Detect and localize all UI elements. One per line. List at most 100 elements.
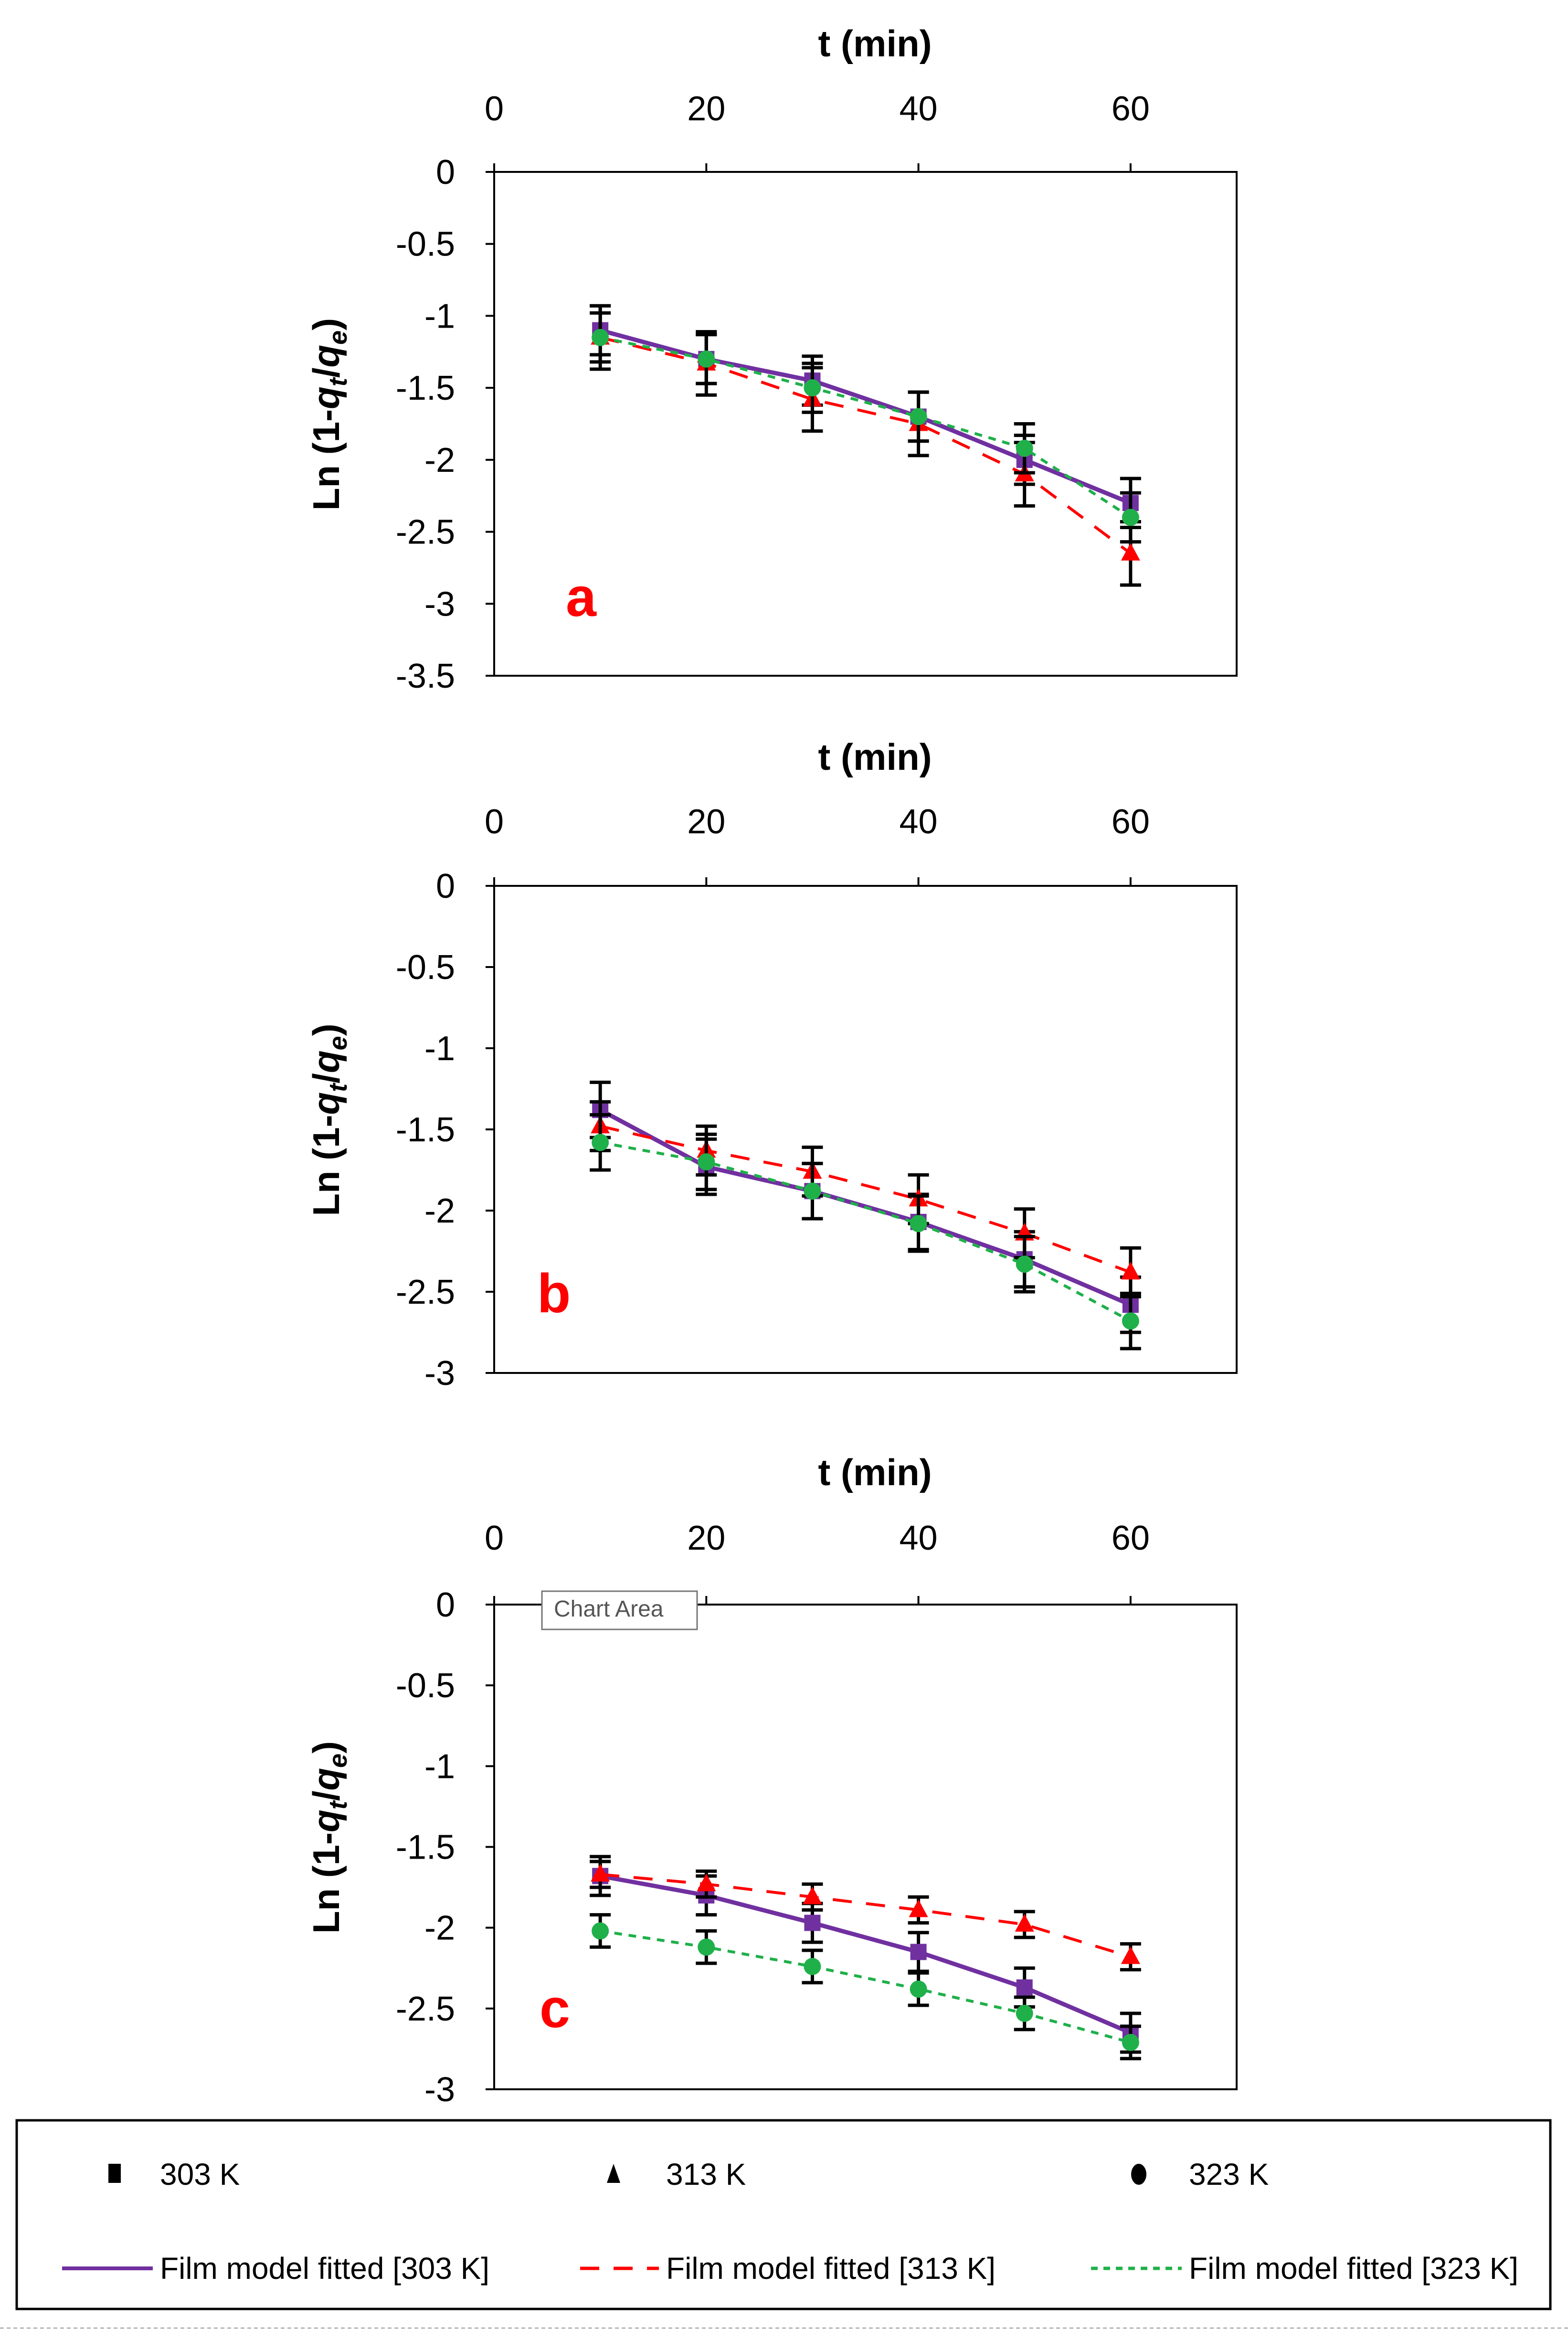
y-tick-label: -2	[424, 1909, 455, 1947]
chart-panels: t (min) 0 20 40 60 0 -0.5 -1 -1.5 -2 -2.5 -3 -3.5 Ln …	[305, 22, 1238, 2109]
y-tick-label: -1	[424, 297, 455, 335]
legend-item-fit-2: Film model fitted [313 K]	[580, 2251, 996, 2286]
tooltip-text: Chart Area	[554, 1596, 664, 1622]
y-tick-label: -3	[424, 2071, 455, 2109]
data-point	[804, 1957, 821, 1975]
legend-label: 303 K	[160, 2157, 240, 2191]
y-axis-title: Ln (1-qt/qe)	[305, 318, 352, 511]
series-313-k	[590, 1860, 1141, 1972]
legend-item-313-k: 313 K	[607, 2157, 746, 2191]
legend-item-323-k: 323 K	[1131, 2157, 1269, 2191]
x-axis-title: t (min)	[818, 1451, 932, 1493]
x-tick-label: 60	[1112, 803, 1150, 841]
x-tick-label: 20	[687, 803, 725, 841]
legend-item-fit-1: Film model fitted [303 K]	[62, 2251, 489, 2286]
series-303-k	[590, 304, 1141, 530]
x-axis-title: t (min)	[818, 736, 932, 778]
y-tick-label: 0	[436, 153, 455, 191]
x-tick-label: 20	[687, 90, 725, 128]
data-point	[804, 1182, 821, 1200]
x-tick-label: 40	[900, 90, 938, 128]
y-tick-label: -2.5	[396, 513, 455, 552]
legend-marker-circle	[1131, 2164, 1146, 2185]
panel-letter: b	[537, 1263, 571, 1324]
y-tick-label: -2	[424, 1192, 455, 1230]
legend-label: Film model fitted [323 K]	[1189, 2251, 1518, 2286]
data-point	[592, 1134, 609, 1151]
chart-panel-a: t (min) 0 20 40 60 0 -0.5 -1 -1.5 -2 -2.5 -3 -3.5 Ln …	[305, 22, 1238, 695]
data-point	[1122, 2033, 1139, 2051]
fitted-line	[600, 336, 1132, 555]
legend: 303 K 313 K 323 K Film model fitted [303 K]…	[0, 2119, 1568, 2329]
legend-label: Film model fitted [313 K]	[666, 2251, 996, 2286]
data-point	[697, 1873, 716, 1892]
y-tick-label: -2.5	[396, 1990, 455, 2028]
fitted-line	[600, 1125, 1131, 1274]
series-303-k	[590, 1855, 1141, 2054]
fitted-line	[600, 1873, 1132, 2035]
y-tick-label: -0.5	[396, 948, 455, 987]
data-point	[1016, 439, 1033, 457]
panel-letter: c	[540, 1978, 570, 2039]
data-point	[1122, 509, 1139, 526]
data-point	[1121, 1262, 1140, 1280]
series-323-k	[590, 1913, 1141, 2061]
series-323-k	[590, 311, 1141, 544]
y-tick-label: -1	[424, 1030, 455, 1068]
y-tick-label: -1.5	[396, 1829, 455, 1867]
y-tick-label: -0.5	[396, 225, 455, 264]
data-point	[1015, 1914, 1034, 1932]
plot-area-frame	[493, 171, 1238, 677]
fitted-line	[600, 1141, 1132, 1322]
data-point	[698, 350, 715, 368]
data-point	[592, 329, 609, 346]
data-point	[698, 1938, 715, 1956]
x-tick-label: 20	[687, 1519, 725, 1557]
panel-letter: a	[566, 567, 597, 628]
series-323-k	[590, 1113, 1141, 1351]
x-tick-label: 0	[485, 90, 504, 128]
y-tick-label: -3	[424, 585, 455, 623]
chart-panel-c: t (min) 0 20 40 60 0 -0.5 -1 -1.5 -2 -2.5 -3 Ln (1-q…	[305, 1451, 1238, 2109]
x-tick-label: 0	[485, 1519, 504, 1557]
data-point	[1016, 2004, 1033, 2022]
data-point	[592, 1922, 609, 1940]
data-point	[1121, 1946, 1140, 1964]
y-tick-label: -1.5	[396, 1111, 455, 1149]
data-point	[909, 1899, 928, 1917]
data-point	[910, 1944, 927, 1960]
plot-area-frame	[493, 1604, 1238, 2090]
y-tick-label: -2.5	[396, 1273, 455, 1311]
y-tick-label: -3.5	[396, 657, 455, 695]
legend-marker-triangle	[607, 2164, 620, 2183]
legend-label: 323 K	[1189, 2157, 1269, 2191]
chart-panel-b: t (min) 0 20 40 60 0 -0.5 -1 -1.5 -2 -2.5 -3 Ln (1-q…	[305, 736, 1238, 1393]
data-point	[1122, 1312, 1139, 1330]
legend-item-fit-3: Film model fitted [323 K]	[1091, 2251, 1518, 2286]
fitted-line	[600, 1929, 1131, 2044]
y-axis-title: Ln (1-qt/qe)	[305, 1023, 352, 1216]
data-point	[1016, 1979, 1033, 1996]
data-point	[1016, 1255, 1033, 1273]
x-tick-label: 60	[1112, 1519, 1150, 1557]
x-tick-label: 60	[1112, 90, 1150, 128]
legend-label: 313 K	[666, 2157, 746, 2191]
chart-area-tooltip: Chart Area	[541, 1590, 698, 1630]
series-313-k	[590, 1100, 1141, 1298]
data-point	[910, 408, 927, 425]
legend-marker-square	[108, 2164, 121, 2183]
y-tick-label: -3	[424, 1354, 455, 1393]
data-point	[1121, 542, 1140, 561]
legend-item-303-k: 303 K	[108, 2157, 240, 2191]
x-tick-label: 40	[900, 1519, 938, 1557]
data-point	[804, 379, 821, 397]
y-tick-label: -2	[424, 441, 455, 479]
y-tick-label: -1	[424, 1747, 455, 1786]
y-axis-title: Ln (1-qt/qe)	[305, 1741, 352, 1934]
y-tick-label: 0	[436, 1586, 455, 1624]
data-point	[910, 1980, 927, 1998]
y-tick-label: -0.5	[396, 1667, 455, 1705]
fitted-line	[600, 336, 1132, 519]
x-tick-label: 40	[900, 803, 938, 841]
